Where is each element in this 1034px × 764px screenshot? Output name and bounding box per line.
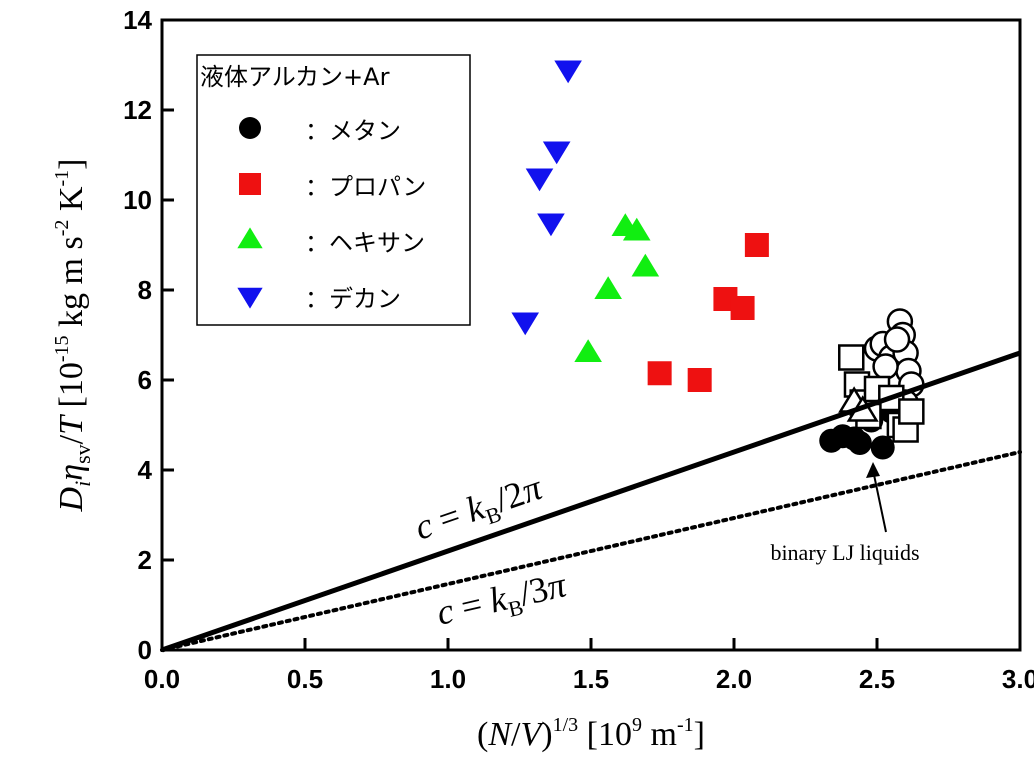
label-part: [10: [578, 716, 632, 753]
legend-label: ：メタン: [305, 117, 401, 145]
point: [511, 313, 539, 336]
point: [688, 368, 712, 392]
page: {"chart_data": { "type": "scatter", "xla…: [0, 0, 1034, 764]
label-part: -15: [51, 335, 73, 362]
point: [594, 276, 622, 299]
point: [648, 361, 672, 385]
chart: (N/V)1/3 [109 m-1] Diηsv/T [10-15 kg m s…: [0, 0, 1034, 764]
label-part: T: [53, 414, 90, 435]
point: [871, 436, 895, 460]
x-tick-label: 1.0: [430, 664, 466, 694]
label-part: η: [53, 464, 90, 481]
annotation: binary LJ liquids: [770, 540, 919, 565]
y-tick-label: 2: [138, 545, 152, 575]
x-tick-label: 2.0: [716, 664, 752, 694]
annotation-arrow: [873, 470, 886, 532]
point: [848, 431, 872, 455]
y-tick-label: 14: [123, 5, 152, 35]
x-tick-label: 0.0: [144, 664, 180, 694]
y-axis-label: Diηsv/T [10-15 kg m s-2 K-1]: [51, 159, 95, 513]
point: [543, 142, 571, 165]
label-part: ): [541, 716, 552, 753]
y-tick-label: 10: [123, 185, 152, 215]
line-label: c = kB/3π: [433, 564, 572, 638]
label-part: D: [53, 486, 90, 512]
point: [554, 61, 582, 84]
point: [899, 400, 923, 424]
label-part: sv: [70, 444, 95, 464]
label-part: ]: [53, 159, 90, 170]
y-tick-label: 6: [138, 365, 152, 395]
x-tick-label: 3.0: [1002, 664, 1034, 694]
legend-marker: [239, 173, 261, 195]
x-tick-label: 0.5: [287, 664, 323, 694]
legend-marker: [239, 117, 261, 139]
label-part: -1: [51, 170, 73, 187]
annotation-arrowhead: [866, 462, 880, 478]
legend-label: ：ヘキサン: [305, 229, 425, 257]
legend-label: ：デカン: [305, 285, 401, 313]
label-part: ]: [694, 716, 705, 753]
point: [745, 233, 769, 257]
legend-title: 液体アルカン+Ar: [200, 63, 390, 91]
y-tick-label: 0: [138, 635, 152, 665]
y-tick-label: 4: [138, 455, 153, 485]
legend-label: ：プロパン: [305, 173, 426, 201]
point: [526, 169, 554, 192]
label-part: K: [53, 186, 90, 220]
point: [632, 254, 660, 277]
x-tick-label: 1.5: [573, 664, 609, 694]
point: [885, 328, 909, 352]
point: [839, 346, 863, 370]
point: [574, 339, 602, 362]
y-tick-label: 8: [138, 275, 152, 305]
label-part: (: [477, 716, 488, 753]
x-tick-label: 2.5: [859, 664, 895, 694]
label-part: [10: [53, 362, 90, 416]
label-part: m: [642, 716, 677, 753]
label-part: kg m s: [53, 236, 90, 335]
point: [731, 296, 755, 320]
label-part: -2: [51, 220, 73, 237]
reference-line: [162, 353, 1020, 650]
y-tick-label: 12: [123, 95, 152, 125]
label-part: N: [487, 716, 513, 753]
point: [874, 355, 898, 379]
x-axis-label: (N/V)1/3 [109 m-1]: [477, 714, 705, 753]
label-part: -1: [677, 714, 694, 736]
point: [537, 214, 565, 237]
label-part: 9: [632, 714, 642, 736]
label-part: 1/3: [553, 714, 579, 736]
